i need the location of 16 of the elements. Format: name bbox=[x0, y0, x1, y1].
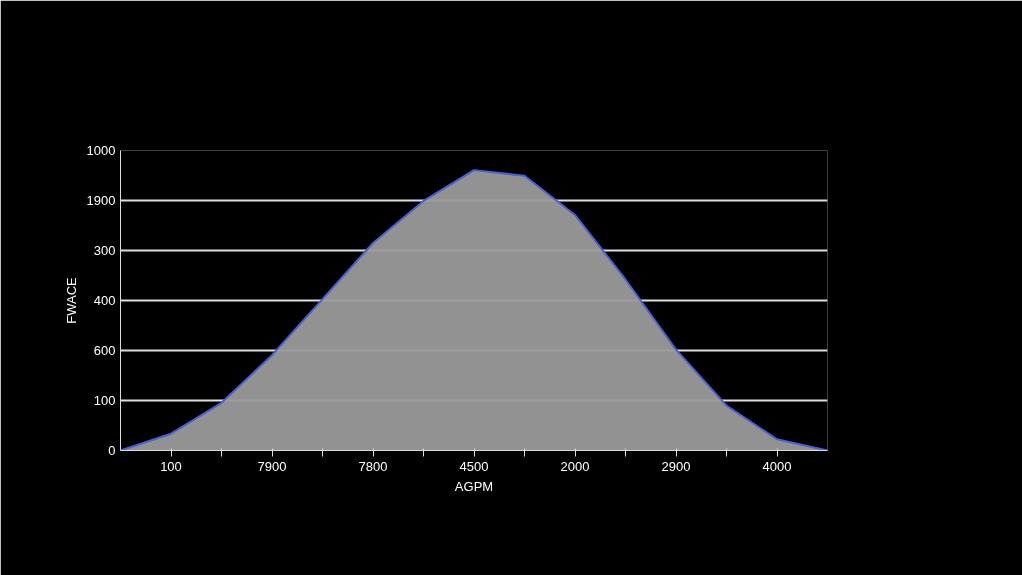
text: 100 bbox=[93, 393, 116, 408]
text: 300 bbox=[93, 243, 116, 258]
text: 400 bbox=[93, 293, 116, 308]
y-axis-title: FWACE bbox=[63, 276, 79, 324]
x-axis-title: AGPM bbox=[454, 478, 494, 494]
x-tick-label: 7800 bbox=[358, 458, 388, 474]
text: 1900 bbox=[86, 193, 116, 208]
x-tick-label: 100 bbox=[160, 458, 182, 474]
x-tick-label: 4000 bbox=[762, 458, 792, 474]
x-tick-label: 2000 bbox=[560, 458, 590, 474]
text: 0 bbox=[108, 443, 116, 458]
x-tick-label: 4500 bbox=[459, 458, 489, 474]
text: 1000 bbox=[86, 143, 116, 158]
x-tick-label: 2900 bbox=[661, 458, 691, 474]
text: 600 bbox=[93, 343, 116, 358]
x-tick-label: 7900 bbox=[257, 458, 287, 474]
